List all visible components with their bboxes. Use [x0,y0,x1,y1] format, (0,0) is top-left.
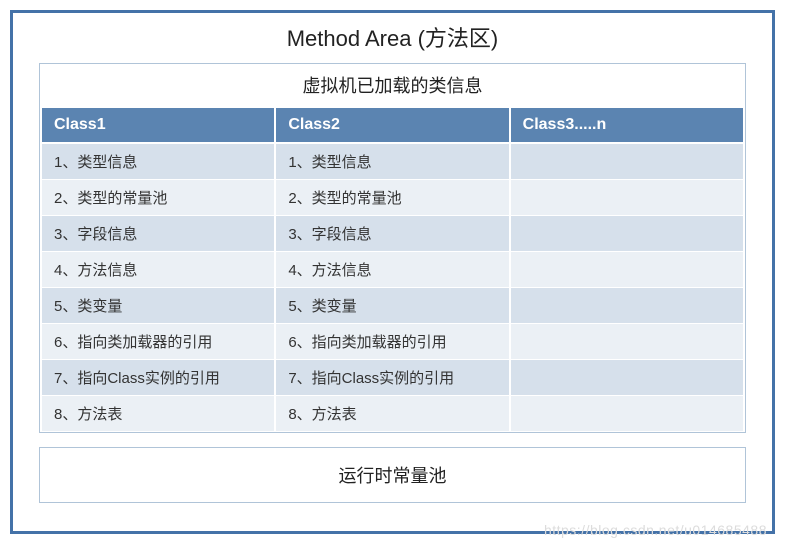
table-cell [510,396,744,432]
table-cell: 5、类变量 [41,288,275,324]
table-cell: 3、字段信息 [275,216,509,252]
table-header-row: Class1 Class2 Class3.....n [41,107,744,143]
table-cell [510,143,744,180]
table-row: 4、方法信息4、方法信息 [41,252,744,288]
table-row: 2、类型的常量池2、类型的常量池 [41,180,744,216]
table-cell: 8、方法表 [41,396,275,432]
table-cell: 6、指向类加载器的引用 [41,324,275,360]
table-row: 7、指向Class实例的引用7、指向Class实例的引用 [41,360,744,396]
col-header-1: Class1 [41,107,275,143]
col-header-2: Class2 [275,107,509,143]
class-info-table: Class1 Class2 Class3.....n 1、类型信息1、类型信息2… [40,106,745,432]
table-cell: 1、类型信息 [275,143,509,180]
table-cell [510,252,744,288]
col-header-3: Class3.....n [510,107,744,143]
table-row: 3、字段信息3、字段信息 [41,216,744,252]
table-cell: 2、类型的常量池 [41,180,275,216]
table-row: 8、方法表8、方法表 [41,396,744,432]
table-cell [510,180,744,216]
table-row: 6、指向类加载器的引用6、指向类加载器的引用 [41,324,744,360]
table-cell: 3、字段信息 [41,216,275,252]
table-cell: 6、指向类加载器的引用 [275,324,509,360]
table-cell [510,360,744,396]
class-info-box: 虚拟机已加载的类信息 Class1 Class2 Class3.....n 1、… [39,63,746,433]
table-cell: 8、方法表 [275,396,509,432]
table-cell: 7、指向Class实例的引用 [41,360,275,396]
method-area-container: Method Area (方法区) 虚拟机已加载的类信息 Class1 Clas… [10,10,775,534]
table-cell [510,216,744,252]
table-cell: 7、指向Class实例的引用 [275,360,509,396]
table-cell: 5、类变量 [275,288,509,324]
diagram-title: Method Area (方法区) [13,13,772,57]
table-cell [510,324,744,360]
table-cell: 2、类型的常量池 [275,180,509,216]
table-cell: 4、方法信息 [275,252,509,288]
class-info-subtitle: 虚拟机已加载的类信息 [40,64,745,106]
runtime-constant-pool-box: 运行时常量池 [39,447,746,503]
table-cell: 1、类型信息 [41,143,275,180]
table-body: 1、类型信息1、类型信息2、类型的常量池2、类型的常量池3、字段信息3、字段信息… [41,143,744,432]
watermark-text: https://blog.csdn.net/u014685488 [544,522,767,538]
table-cell [510,288,744,324]
table-cell: 4、方法信息 [41,252,275,288]
table-row: 1、类型信息1、类型信息 [41,143,744,180]
table-row: 5、类变量5、类变量 [41,288,744,324]
